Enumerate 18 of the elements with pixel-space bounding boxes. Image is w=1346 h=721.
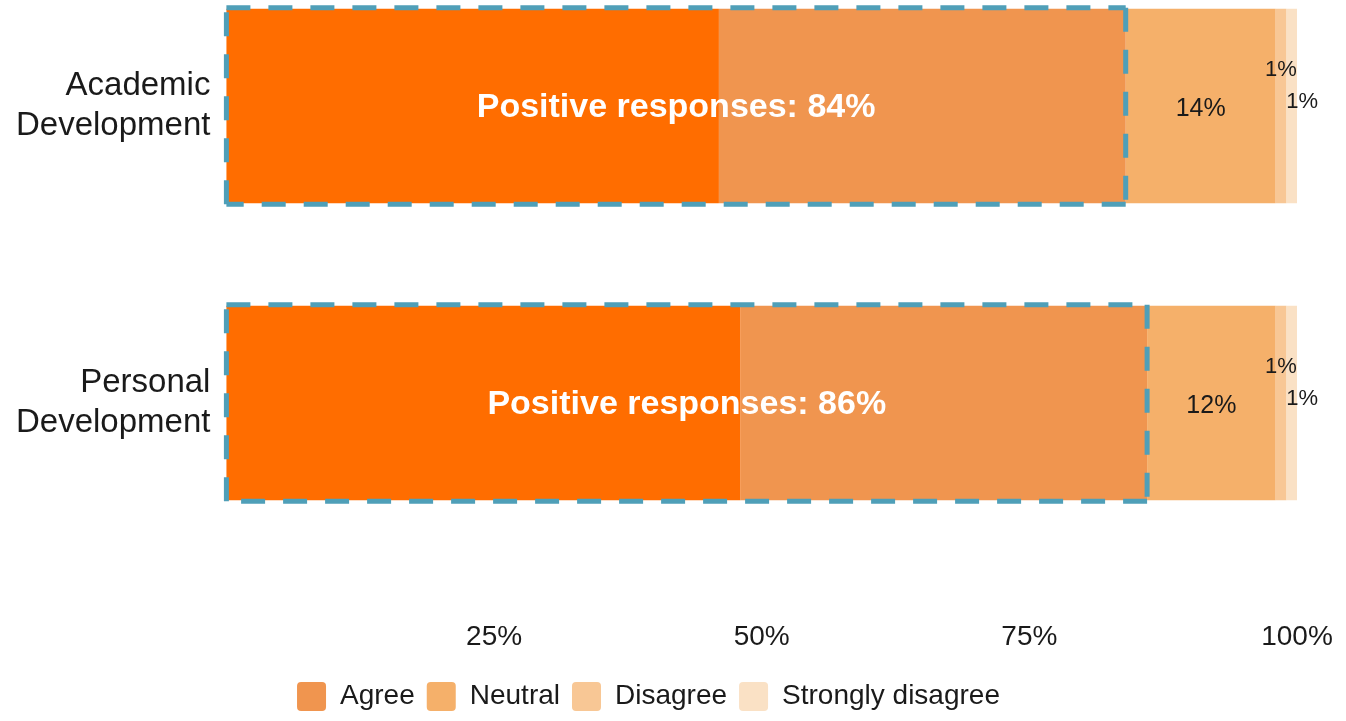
data-label: 1% (1286, 385, 1319, 411)
y-tick-label: Personal Development (15, 361, 211, 440)
data-label: 1% (1265, 56, 1297, 82)
data-label: 12% (1186, 389, 1237, 418)
legend-label: Agree (340, 679, 415, 711)
data-label: 1% (1286, 88, 1319, 114)
x-tick-label: 100% (1261, 619, 1333, 651)
data-label: 1% (1265, 353, 1297, 379)
x-tick-label: 25% (466, 619, 523, 651)
legend-label: Disagree (615, 679, 728, 711)
annotation: Positive responses: 86% (487, 383, 887, 422)
legend-label: Strongly disagree (782, 679, 1000, 711)
x-tick-label: 50% (733, 619, 790, 651)
annotation: Positive responses: 84% (476, 86, 876, 125)
data-label: 14% (1175, 92, 1226, 121)
legend-label: Neutral (469, 679, 561, 711)
y-tick-label: Academic Development (15, 64, 211, 143)
x-tick-label: 75% (1001, 619, 1058, 651)
